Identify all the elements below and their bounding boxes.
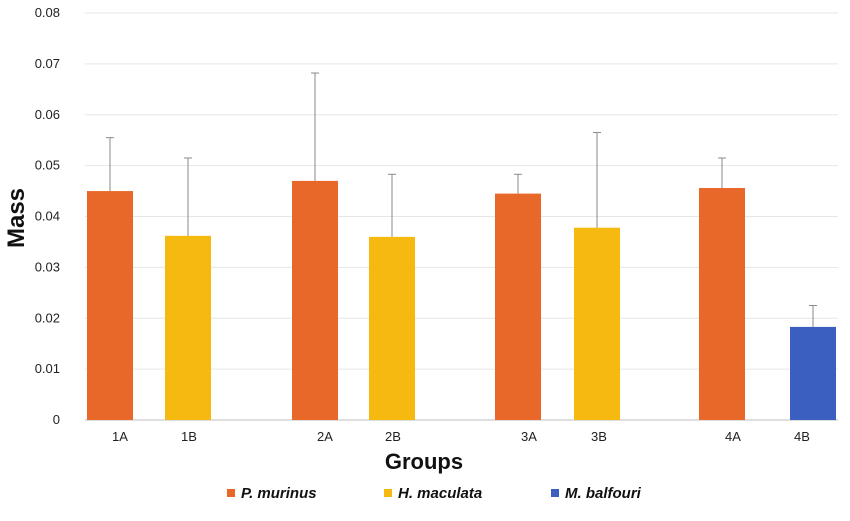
legend-swatch: [551, 489, 559, 497]
y-tick-label: 0.04: [35, 209, 60, 224]
x-tick-label: 4A: [725, 429, 741, 444]
y-tick-label: 0.03: [35, 259, 60, 274]
y-tick-label: 0.06: [35, 107, 60, 122]
bar-2b: [369, 236, 415, 420]
x-tick-label: 4B: [794, 429, 810, 444]
bar-1b: [165, 235, 211, 420]
y-axis-ticks: 0 0.01 0.02 0.03 0.04 0.05 0.06 0.07 0.08: [35, 5, 60, 427]
x-tick-label: 3B: [591, 429, 607, 444]
bar-2a: [292, 180, 338, 420]
x-axis-title: Groups: [385, 449, 463, 474]
bar-3a: [495, 193, 541, 420]
y-tick-label: 0.08: [35, 5, 60, 20]
y-tick-label: 0: [53, 412, 60, 427]
legend-label: P. murinus: [241, 485, 317, 502]
bar-3b: [574, 227, 620, 420]
x-axis-ticks: 1A 1B 2A 2B 3A 3B 4A 4B: [112, 429, 810, 444]
bar-4b: [790, 326, 836, 420]
bars: [87, 180, 836, 420]
y-tick-label: 0.07: [35, 56, 60, 71]
x-tick-label: 1B: [181, 429, 197, 444]
y-tick-label: 0.05: [35, 158, 60, 173]
legend-swatch: [384, 489, 392, 497]
legend-label: M. balfouri: [565, 485, 642, 502]
y-axis-title: Mass: [3, 188, 30, 248]
legend: P. murinus H. maculata M. balfouri: [227, 485, 642, 502]
y-tick-label: 0.02: [35, 310, 60, 325]
legend-label: H. maculata: [398, 485, 482, 502]
x-tick-label: 2B: [385, 429, 401, 444]
bar-4a: [699, 188, 745, 420]
legend-swatch: [227, 489, 235, 497]
error-bars: [106, 72, 817, 327]
y-tick-label: 0.01: [35, 361, 60, 376]
x-tick-label: 3A: [521, 429, 537, 444]
x-tick-label: 1A: [112, 429, 128, 444]
x-tick-label: 2A: [317, 429, 333, 444]
bar-1a: [87, 191, 133, 420]
